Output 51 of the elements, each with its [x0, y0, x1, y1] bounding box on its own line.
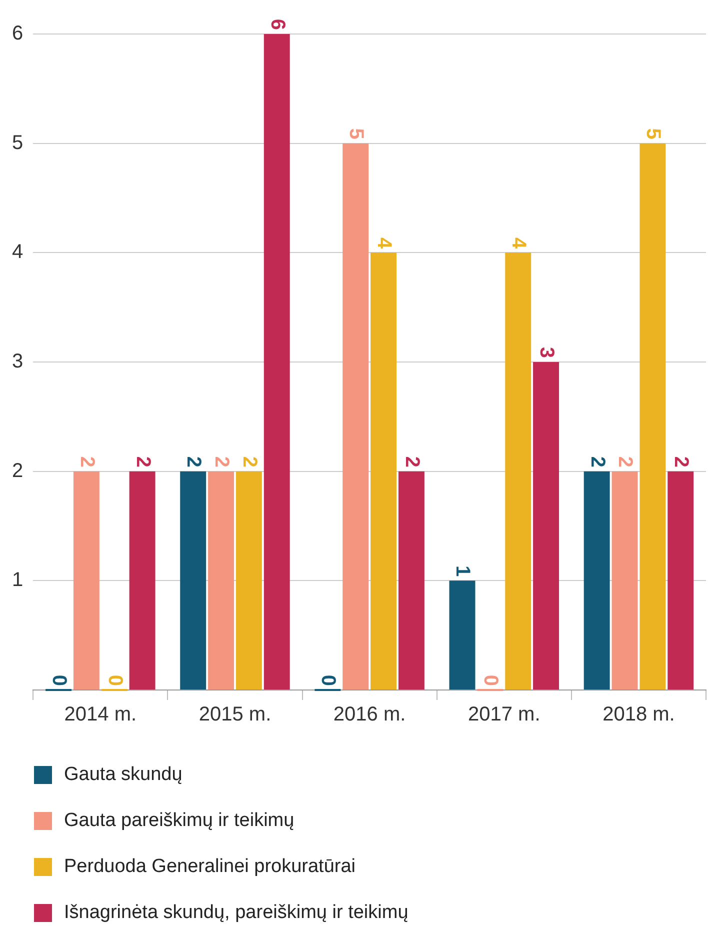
bar — [449, 580, 476, 690]
data-label: 2 — [132, 456, 154, 468]
x-tick-label: 2016 m. — [333, 704, 406, 726]
bar — [505, 252, 532, 690]
data-label: 0 — [480, 674, 502, 686]
data-label: 4 — [508, 238, 530, 250]
bar — [584, 471, 610, 690]
legend-label: Gauta pareiškimų ir teikimų — [64, 810, 294, 832]
y-tick-label: 2 — [12, 460, 24, 482]
bar — [612, 471, 638, 690]
data-label: 0 — [317, 674, 340, 686]
data-label: 2 — [586, 456, 608, 468]
bar — [236, 471, 262, 690]
data-label: 2 — [670, 456, 692, 468]
y-tick-label: 5 — [12, 132, 24, 154]
y-tick-label: 3 — [12, 350, 24, 373]
y-tick-label: 1 — [12, 569, 24, 592]
data-label: 4 — [373, 238, 396, 250]
data-label: 0 — [48, 674, 70, 686]
data-label: 3 — [536, 346, 558, 358]
legend-label: Išnagrinėta skundų, pareiškimų ir teikimų — [64, 902, 408, 924]
data-label: 1 — [452, 566, 474, 577]
bar — [342, 143, 369, 690]
bar — [264, 34, 290, 690]
data-label: 5 — [345, 128, 368, 140]
bar — [129, 471, 156, 690]
data-label: 2 — [76, 456, 98, 468]
bar — [533, 362, 560, 690]
x-tick-label: 2015 m. — [198, 704, 272, 726]
x-tick-label: 2018 m. — [602, 704, 675, 726]
y-tick-label: 4 — [12, 241, 24, 264]
x-tick-label: 2014 m. — [64, 704, 137, 726]
legend-label: Perduoda Generalinei prokuratūrai — [64, 856, 356, 878]
y-tick-label: 6 — [12, 22, 24, 45]
bar — [668, 471, 694, 690]
data-label: 5 — [642, 128, 664, 140]
x-tick-label: 2017 m. — [468, 704, 540, 726]
data-label: 2 — [238, 456, 260, 468]
legend-label: Gauta skundų — [64, 764, 182, 786]
data-label: 2 — [182, 456, 205, 468]
bar — [73, 471, 100, 690]
data-label: 2 — [614, 456, 636, 468]
bar — [208, 471, 234, 690]
bar — [640, 143, 666, 690]
bar — [180, 471, 206, 690]
bar — [398, 471, 424, 690]
data-label: 0 — [104, 674, 126, 686]
data-label: 6 — [266, 18, 288, 30]
bar — [370, 252, 397, 690]
data-label: 2 — [400, 456, 423, 468]
data-label: 2 — [210, 456, 233, 468]
